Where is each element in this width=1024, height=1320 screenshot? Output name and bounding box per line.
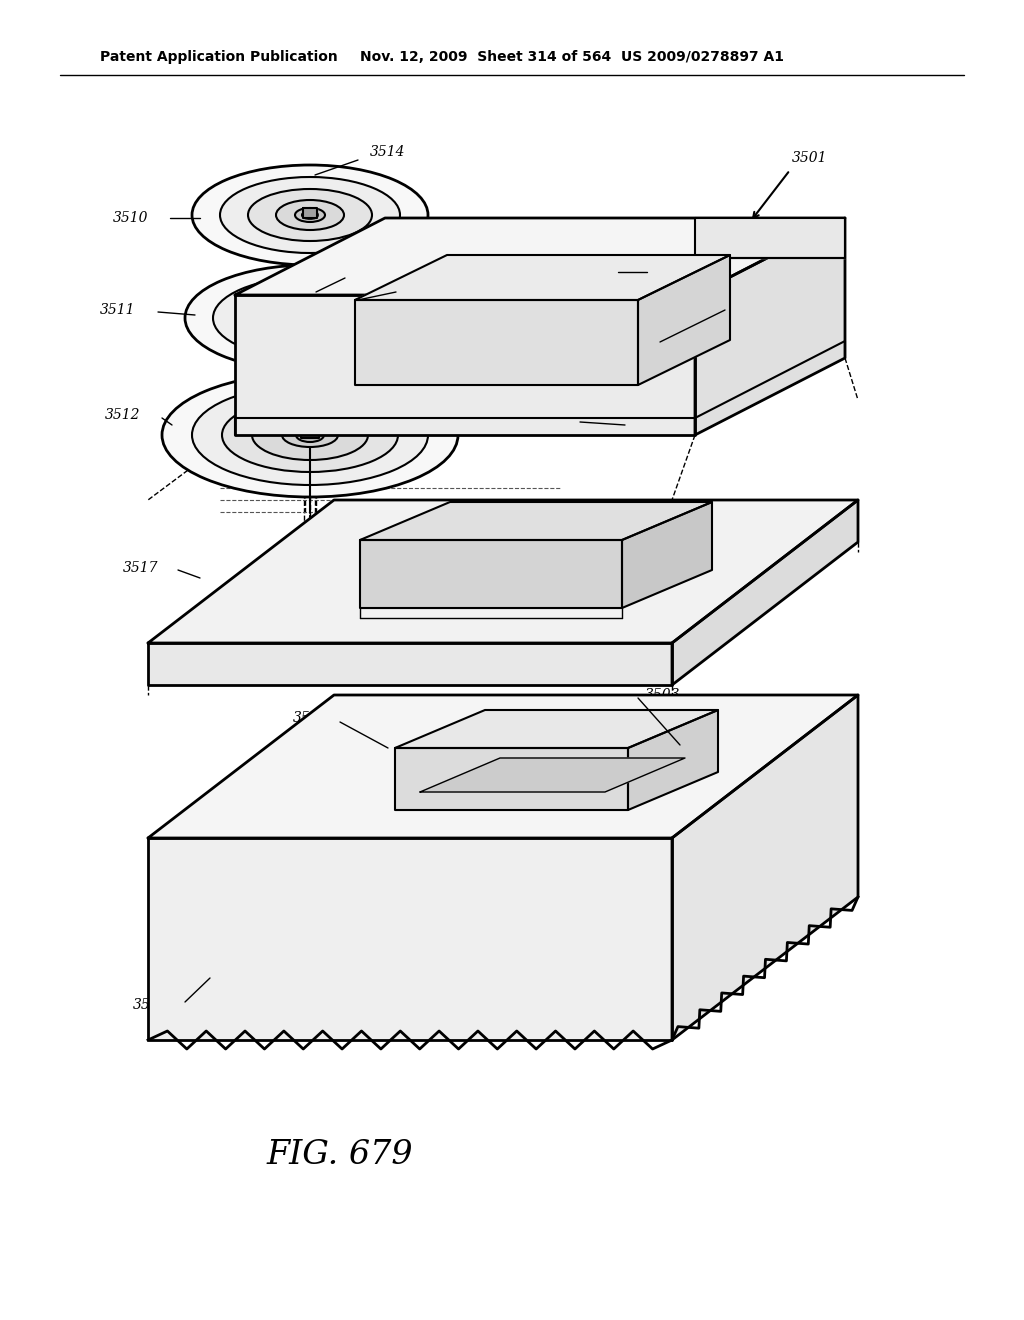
Polygon shape <box>672 696 858 1040</box>
Polygon shape <box>303 209 317 218</box>
Ellipse shape <box>162 374 458 498</box>
Polygon shape <box>695 218 845 436</box>
Ellipse shape <box>300 313 319 323</box>
Polygon shape <box>234 294 695 436</box>
Ellipse shape <box>185 265 435 371</box>
Polygon shape <box>360 502 712 540</box>
Ellipse shape <box>193 165 428 265</box>
Polygon shape <box>148 500 858 643</box>
Text: 3517: 3517 <box>123 561 158 576</box>
Ellipse shape <box>193 385 428 484</box>
Text: 3513: 3513 <box>400 282 435 297</box>
Polygon shape <box>302 310 318 321</box>
Ellipse shape <box>248 189 372 242</box>
Text: Nov. 12, 2009  Sheet 314 of 564  US 2009/0278897 A1: Nov. 12, 2009 Sheet 314 of 564 US 2009/0… <box>360 50 784 63</box>
Polygon shape <box>234 218 845 294</box>
Polygon shape <box>695 218 845 257</box>
Text: 3514: 3514 <box>371 145 406 158</box>
Ellipse shape <box>302 211 318 219</box>
Ellipse shape <box>276 201 344 230</box>
Text: 3521: 3521 <box>293 711 328 725</box>
Ellipse shape <box>270 301 350 335</box>
Ellipse shape <box>295 209 325 222</box>
Polygon shape <box>148 838 672 1040</box>
Polygon shape <box>672 500 858 685</box>
Polygon shape <box>148 643 672 685</box>
Text: -3502-: -3502- <box>469 333 514 347</box>
Text: 3504: 3504 <box>132 998 168 1012</box>
Ellipse shape <box>296 428 324 442</box>
Ellipse shape <box>252 411 368 459</box>
Text: 3519: 3519 <box>632 421 668 436</box>
Text: 3503: 3503 <box>645 688 681 702</box>
Polygon shape <box>420 758 685 792</box>
Polygon shape <box>355 255 730 300</box>
Text: -3502-: -3502- <box>466 565 511 579</box>
Polygon shape <box>628 710 718 810</box>
Ellipse shape <box>213 277 407 359</box>
Text: FIG. 679: FIG. 679 <box>266 1139 414 1171</box>
Polygon shape <box>395 710 718 748</box>
Polygon shape <box>355 300 638 385</box>
Polygon shape <box>360 540 622 609</box>
Polygon shape <box>622 502 712 609</box>
Text: 3501: 3501 <box>793 150 827 165</box>
Text: 3512: 3512 <box>104 408 140 422</box>
Polygon shape <box>301 426 319 438</box>
Text: 3510: 3510 <box>113 211 148 224</box>
Text: 3511: 3511 <box>99 304 135 317</box>
Polygon shape <box>148 696 858 838</box>
Ellipse shape <box>242 289 378 347</box>
Ellipse shape <box>220 177 400 253</box>
Text: Patent Application Publication: Patent Application Publication <box>100 50 338 63</box>
Ellipse shape <box>292 310 328 326</box>
Text: 3518: 3518 <box>665 331 700 345</box>
Ellipse shape <box>282 422 338 447</box>
Text: 3506: 3506 <box>650 265 685 279</box>
Text: 3515: 3515 <box>348 263 384 277</box>
Polygon shape <box>395 748 628 810</box>
Text: -3502-: -3502- <box>489 770 535 783</box>
Ellipse shape <box>222 399 398 473</box>
Polygon shape <box>638 255 730 385</box>
